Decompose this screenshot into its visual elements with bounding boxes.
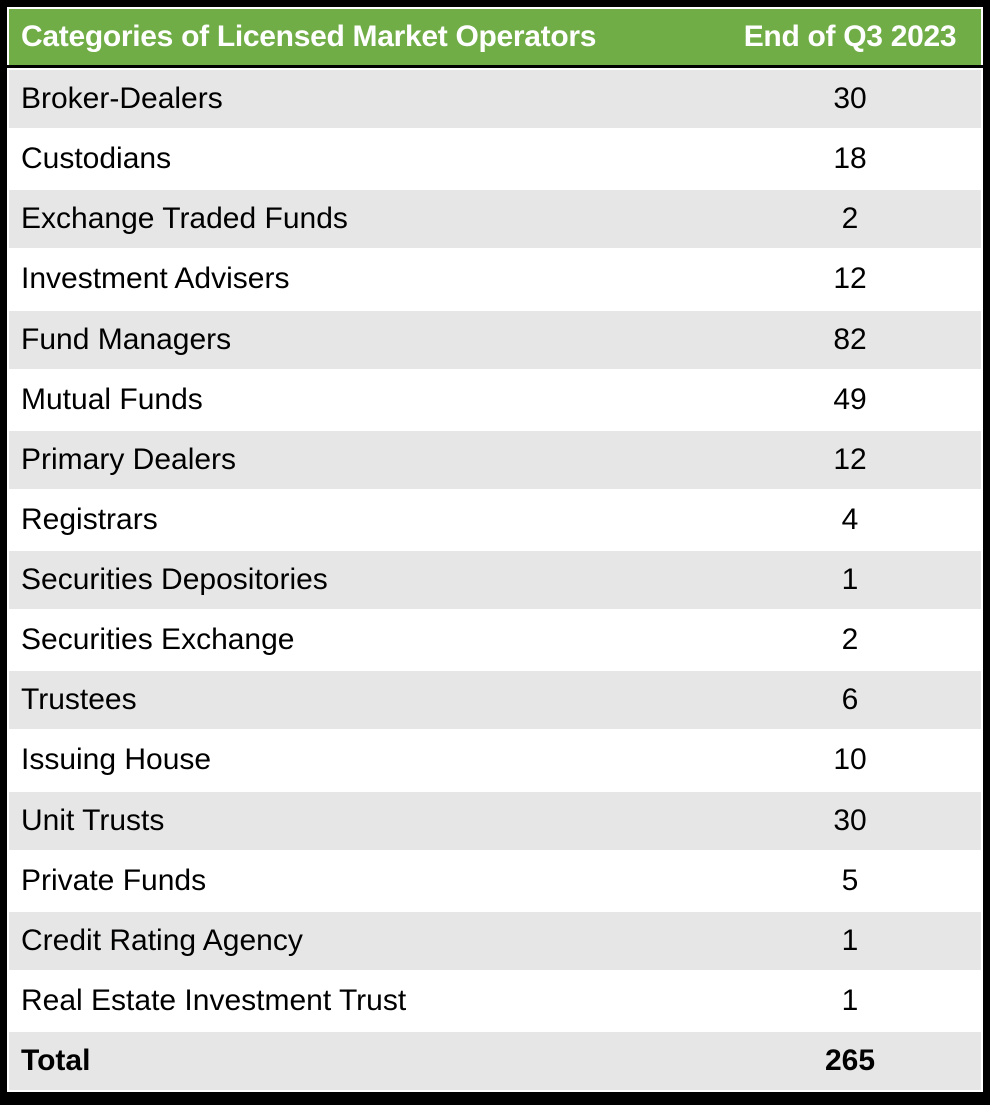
row-value: 30 — [833, 82, 867, 116]
table-row: Fund Managers 82 — [9, 310, 981, 369]
row-category-label: Primary Dealers — [21, 442, 237, 476]
total-value: 265 — [824, 1044, 876, 1078]
row-category-label: Securities Exchange — [21, 623, 295, 657]
header-categories-label: Categories of Licensed Market Operators — [21, 20, 597, 53]
row-value: 12 — [833, 442, 867, 476]
row-value: 49 — [833, 382, 867, 416]
row-category-label: Unit Trusts — [21, 803, 165, 837]
row-category-label: Securities Depositories — [21, 563, 328, 597]
header-period-label: End of Q3 2023 — [743, 20, 957, 53]
table-row: Mutual Funds 49 — [9, 370, 981, 429]
row-value: 12 — [833, 262, 867, 296]
table-row: Trustees 6 — [9, 671, 981, 730]
row-category-label: Custodians — [21, 142, 172, 176]
table-row: Registrars 4 — [9, 490, 981, 549]
row-category-label: Investment Advisers — [21, 262, 290, 296]
header-divider — [7, 65, 983, 68]
row-value: 1 — [841, 983, 859, 1017]
row-category-label: Broker-Dealers — [21, 82, 223, 116]
total-row: Total 265 — [9, 1032, 981, 1091]
row-category-label: Private Funds — [21, 863, 207, 897]
row-category-label: Trustees — [21, 683, 137, 717]
table-row: Unit Trusts 30 — [9, 791, 981, 850]
row-category-label: Real Estate Investment Trust — [21, 983, 407, 1017]
table-row: Real Estate Investment Trust 1 — [9, 971, 981, 1030]
row-value: 4 — [841, 502, 859, 536]
row-value: 2 — [841, 202, 859, 236]
row-value: 10 — [833, 743, 867, 777]
row-value: 6 — [841, 683, 859, 717]
row-category-label: Fund Managers — [21, 322, 232, 356]
table-row: Securities Exchange 2 — [9, 611, 981, 670]
table-row: Securities Depositories 1 — [9, 551, 981, 610]
row-value: 5 — [841, 863, 859, 897]
row-category-label: Mutual Funds — [21, 382, 203, 416]
row-category-label: Issuing House — [21, 743, 212, 777]
row-value: 18 — [833, 142, 867, 176]
row-value: 30 — [833, 803, 867, 837]
row-value: 1 — [841, 923, 859, 957]
total-label: Total — [21, 1044, 91, 1078]
row-category-label: Registrars — [21, 502, 158, 536]
table-header-row: Categories of Licensed Market Operators … — [9, 9, 981, 65]
row-category-label: Exchange Traded Funds — [21, 202, 348, 236]
table-row: Private Funds 5 — [9, 851, 981, 910]
row-value: 1 — [841, 563, 859, 597]
table-row: Broker-Dealers 30 — [9, 70, 981, 129]
table-body: Broker-Dealers 30 Custodians 18 Exchange Tra… — [9, 68, 981, 1091]
table-row: Primary Dealers 12 — [9, 430, 981, 489]
row-value: 82 — [833, 322, 867, 356]
table-row: Exchange Traded Funds 2 — [9, 190, 981, 249]
table-row: Custodians 18 — [9, 130, 981, 189]
table-row: Credit Rating Agency 1 — [9, 911, 981, 970]
row-value: 2 — [841, 623, 859, 657]
table-row: Issuing House 10 — [9, 731, 981, 790]
table-row: Investment Advisers 12 — [9, 250, 981, 309]
row-category-label: Credit Rating Agency — [21, 923, 303, 957]
